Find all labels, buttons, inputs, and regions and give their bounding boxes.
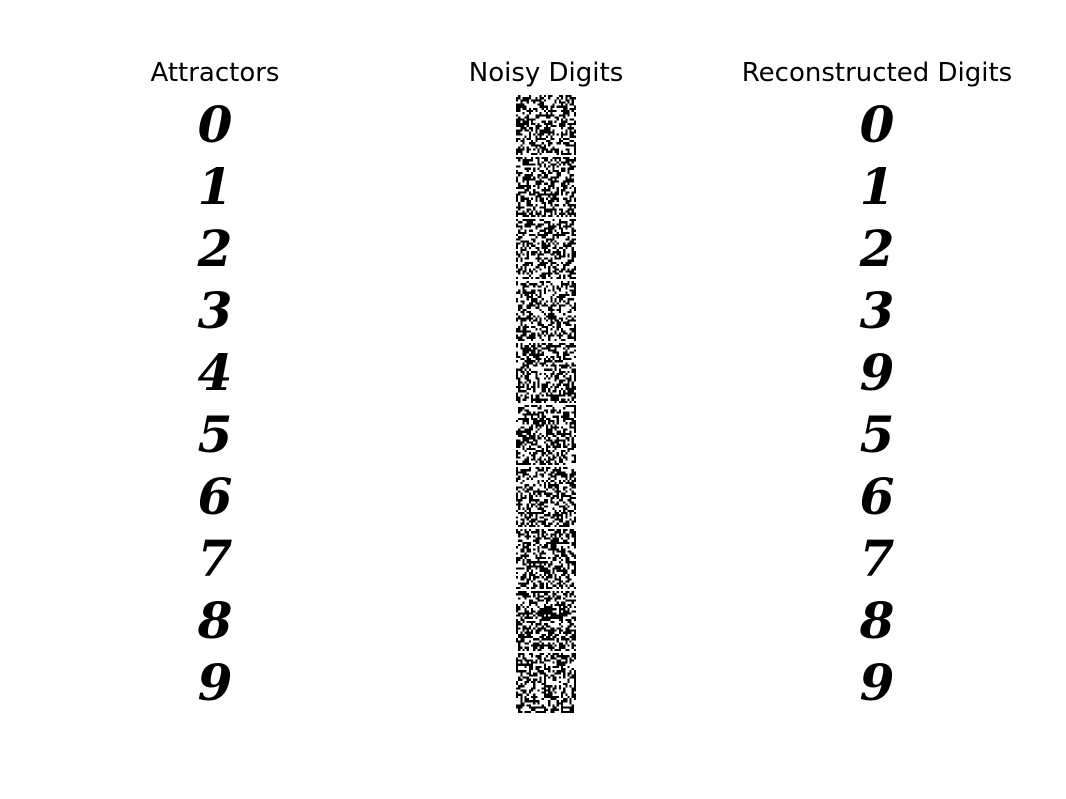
attractor-digit-image: 2 <box>185 219 245 279</box>
reconstructed-digit-image: 2 <box>847 219 907 279</box>
attractor-digit-image: 3 <box>185 281 245 341</box>
reconstructed-digit-image: 5 <box>847 405 907 465</box>
reconstructed-digit-glyph: 7 <box>859 529 895 588</box>
reconstructed-digit-glyph: 2 <box>859 219 895 278</box>
noisy-digit-image <box>516 591 576 651</box>
attractors-title: Attractors <box>150 58 280 88</box>
noisy-digits-column <box>516 95 576 715</box>
attractor-digit-glyph: 8 <box>197 591 233 650</box>
noisy-digit-image <box>516 467 576 527</box>
reconstructed-digit-image: 8 <box>847 591 907 651</box>
attractor-digit-glyph: 7 <box>197 529 233 588</box>
attractor-digit-image: 7 <box>185 529 245 589</box>
noisy-digits-title: Noisy Digits <box>468 58 624 88</box>
attractor-digit-glyph: 6 <box>197 467 233 526</box>
noisy-digit-image <box>516 529 576 589</box>
noisy-digit-image <box>516 95 576 155</box>
reconstructed-digit-image: 7 <box>847 529 907 589</box>
reconstructed-digits-title: Reconstructed Digits <box>741 58 1013 88</box>
attractor-digit-glyph: 9 <box>197 653 233 712</box>
noisy-digit-image <box>516 343 576 403</box>
reconstructed-digit-glyph: 9 <box>859 653 895 712</box>
reconstructed-digit-glyph: 9 <box>859 343 895 402</box>
reconstructed-digit-glyph: 8 <box>859 591 895 650</box>
noisy-digit-image <box>516 653 576 713</box>
attractor-digit-image: 9 <box>185 653 245 713</box>
attractor-digit-glyph: 3 <box>197 281 233 340</box>
noisy-digit-image <box>516 405 576 465</box>
noisy-digit-image <box>516 157 576 217</box>
reconstructed-digit-image: 3 <box>847 281 907 341</box>
attractor-digit-glyph: 1 <box>197 157 233 216</box>
reconstructed-digit-glyph: 6 <box>859 467 895 526</box>
reconstructed-digit-image: 9 <box>847 343 907 403</box>
reconstructed-digit-image: 9 <box>847 653 907 713</box>
attractor-digit-image: 0 <box>185 95 245 155</box>
attractor-digit-image: 1 <box>185 157 245 217</box>
reconstructed-digit-image: 0 <box>847 95 907 155</box>
attractor-digit-image: 4 <box>185 343 245 403</box>
attractor-digit-glyph: 0 <box>197 95 233 154</box>
reconstructed-digit-image: 6 <box>847 467 907 527</box>
attractor-digit-glyph: 4 <box>197 343 233 402</box>
reconstructed-digit-glyph: 0 <box>859 95 895 154</box>
attractor-digit-glyph: 5 <box>197 405 233 464</box>
reconstructed-digit-glyph: 5 <box>859 405 895 464</box>
attractor-digit-glyph: 2 <box>197 219 233 278</box>
reconstructed-digit-image: 1 <box>847 157 907 217</box>
attractor-digit-image: 6 <box>185 467 245 527</box>
noisy-digit-image <box>516 281 576 341</box>
attractor-digit-image: 5 <box>185 405 245 465</box>
reconstructed-digit-glyph: 3 <box>859 281 895 340</box>
reconstructed-digit-glyph: 1 <box>859 157 895 216</box>
noisy-digit-image <box>516 219 576 279</box>
attractor-digit-image: 8 <box>185 591 245 651</box>
